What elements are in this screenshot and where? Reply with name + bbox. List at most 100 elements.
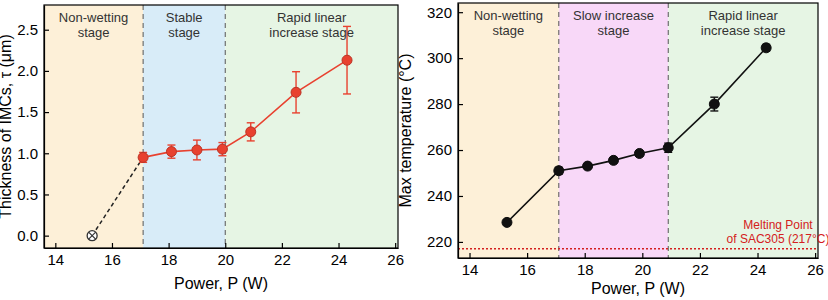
y-tick: 1.0 [17,145,49,162]
y-tick: 0.0 [17,227,49,244]
stage-label: Non-wetting [59,10,128,25]
marker [217,144,227,154]
x-tick: 22 [692,253,709,278]
x-tick: 24 [750,253,767,278]
chart-panel: 141618202224260.00.51.01.52.02.5Non-wett… [0,5,404,292]
error-bar [292,72,300,113]
y-axis-line [44,6,45,249]
error-bar [193,140,201,160]
x-tick-mark [395,243,396,248]
y-tick-label: 220 [427,233,452,250]
error-bar [247,123,255,141]
stage-region [559,3,668,258]
y-axis: 220240260280300320 [427,3,463,258]
error-bar [167,145,175,158]
y-tick-mark [458,242,463,243]
x-tick: 24 [331,243,348,268]
error-cap [193,159,201,160]
stage-label: Stable [166,10,203,25]
y-tick: 1.5 [17,103,49,120]
y-tick: 240 [427,187,463,204]
marker [192,145,202,155]
plot-area [44,5,398,248]
y-tick-label: 240 [427,187,452,204]
marker [583,161,593,171]
x-tick-mark [169,243,170,248]
x-tick: 18 [577,253,594,278]
y-tick-label: 0.0 [17,227,38,244]
y-tick: 320 [427,3,463,20]
x-tick-mark [527,253,528,258]
error-cap [247,140,255,141]
y-tick-mark [458,150,463,151]
y-tick: 2.5 [17,21,49,38]
x-axis-line [459,258,819,259]
stage-region [225,5,398,248]
y-tick: 280 [427,95,463,112]
series-line [143,60,347,157]
x-tick-label: 24 [750,261,767,278]
x-tick: 26 [387,243,404,268]
y-tick-mark [458,58,463,59]
error-cap [292,71,300,72]
y-tick-mark [44,71,49,72]
x-tick-label: 14 [47,251,64,268]
marker [609,155,619,165]
y-tick-label: 280 [427,95,452,112]
x-tick-mark [815,253,816,258]
x-tick-label: 14 [462,261,479,278]
y-tick-label: 2.0 [17,62,38,79]
stage-label: Non-wetting [474,8,543,23]
y-tick-label: 0.5 [17,186,38,203]
y-tick: 0.5 [17,186,49,203]
marker [246,127,256,137]
stage-boundary [668,3,669,258]
stage-region [44,5,143,248]
stage-label: Rapid linear [277,10,347,25]
stage-label: stage [168,25,200,40]
stage-label: increase stage [269,25,354,40]
x-tick-label: 16 [519,261,536,278]
x-axis: 14161820222426 [459,253,824,278]
y-tick-mark [458,196,463,197]
stage-region [143,5,225,248]
series-line [507,48,766,223]
y-axis-title: Thickness of IMCs, τ (μm) [0,34,14,218]
x-tick-mark [282,243,283,248]
marker [291,87,301,97]
x-tick: 16 [519,253,536,278]
x-tick-label: 18 [577,261,594,278]
marker [709,99,719,109]
error-bar [139,152,147,162]
x-tick-mark [469,253,470,258]
error-cap [218,142,226,143]
stage-boundary [143,5,144,248]
stage-label: stage [78,25,110,40]
y-tick-mark [44,236,49,237]
annotation-label: Melting Point [743,218,813,232]
annotation-label: of SAC305 (217°C) [727,232,828,246]
error-cap [193,139,201,140]
chart-panel: 14161820222426220240260280300320Non-wett… [397,3,828,297]
x-tick-label: 20 [634,261,651,278]
error-cap [710,96,718,97]
x-tick: 16 [104,243,121,268]
x-tick-mark [757,253,758,258]
x-axis: 14161820222426 [45,243,405,268]
y-tick-mark [458,12,463,13]
stage-region [458,3,559,258]
stage-label: Slow increase [573,8,654,23]
y-tick: 220 [427,233,463,250]
x-tick-mark [700,253,701,258]
x-tick-mark [112,243,113,248]
connector-line [92,157,143,235]
x-tick: 14 [462,253,479,278]
y-axis-title: Max temperature (°C) [397,54,414,208]
x-tick: 20 [634,253,651,278]
x-tick-mark [585,253,586,258]
stage-label: increase stage [701,23,786,38]
marker-cross [89,232,96,239]
y-tick: 260 [427,141,463,158]
x-tick-mark [642,253,643,258]
x-axis-line [45,248,399,249]
